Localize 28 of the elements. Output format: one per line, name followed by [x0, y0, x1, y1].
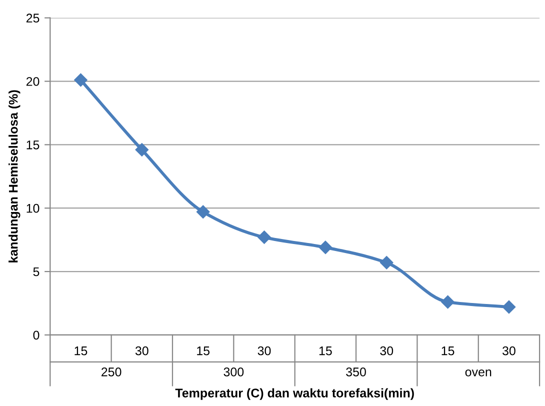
x-tick-label: 15	[197, 346, 210, 356]
point	[258, 230, 271, 244]
point	[380, 256, 394, 270]
x-tick-label: 30	[258, 346, 271, 356]
x-tick-label: 15	[442, 346, 454, 356]
x-tick-label: 15	[74, 346, 88, 356]
y-tick-label: 5	[33, 267, 40, 276]
x-tick-label: 30	[135, 346, 148, 356]
text: 250	[102, 368, 122, 376]
point	[74, 73, 88, 87]
point	[135, 143, 148, 156]
y-tick-label: 25	[26, 14, 40, 23]
x-tick-label: 30	[502, 346, 516, 356]
point	[196, 205, 210, 219]
text: oven	[465, 370, 492, 376]
y-tick-label: 0	[33, 330, 40, 340]
point	[318, 240, 332, 254]
x-tick-label: 30	[380, 346, 394, 356]
y-tick-label: 10	[26, 204, 40, 213]
y-tick-label: 15	[26, 140, 40, 150]
point	[502, 300, 516, 314]
text: 300	[224, 368, 244, 376]
text: 350	[346, 368, 366, 376]
x-tick-label: 15	[319, 346, 332, 356]
x-axis-title: Temperatur (C) dan waktu torefaksi(min)	[175, 388, 414, 400]
y-tick-label: 20	[26, 77, 40, 86]
point	[441, 295, 454, 309]
y-axis-title: kandungan Hemiselulosa (%)	[8, 90, 20, 262]
